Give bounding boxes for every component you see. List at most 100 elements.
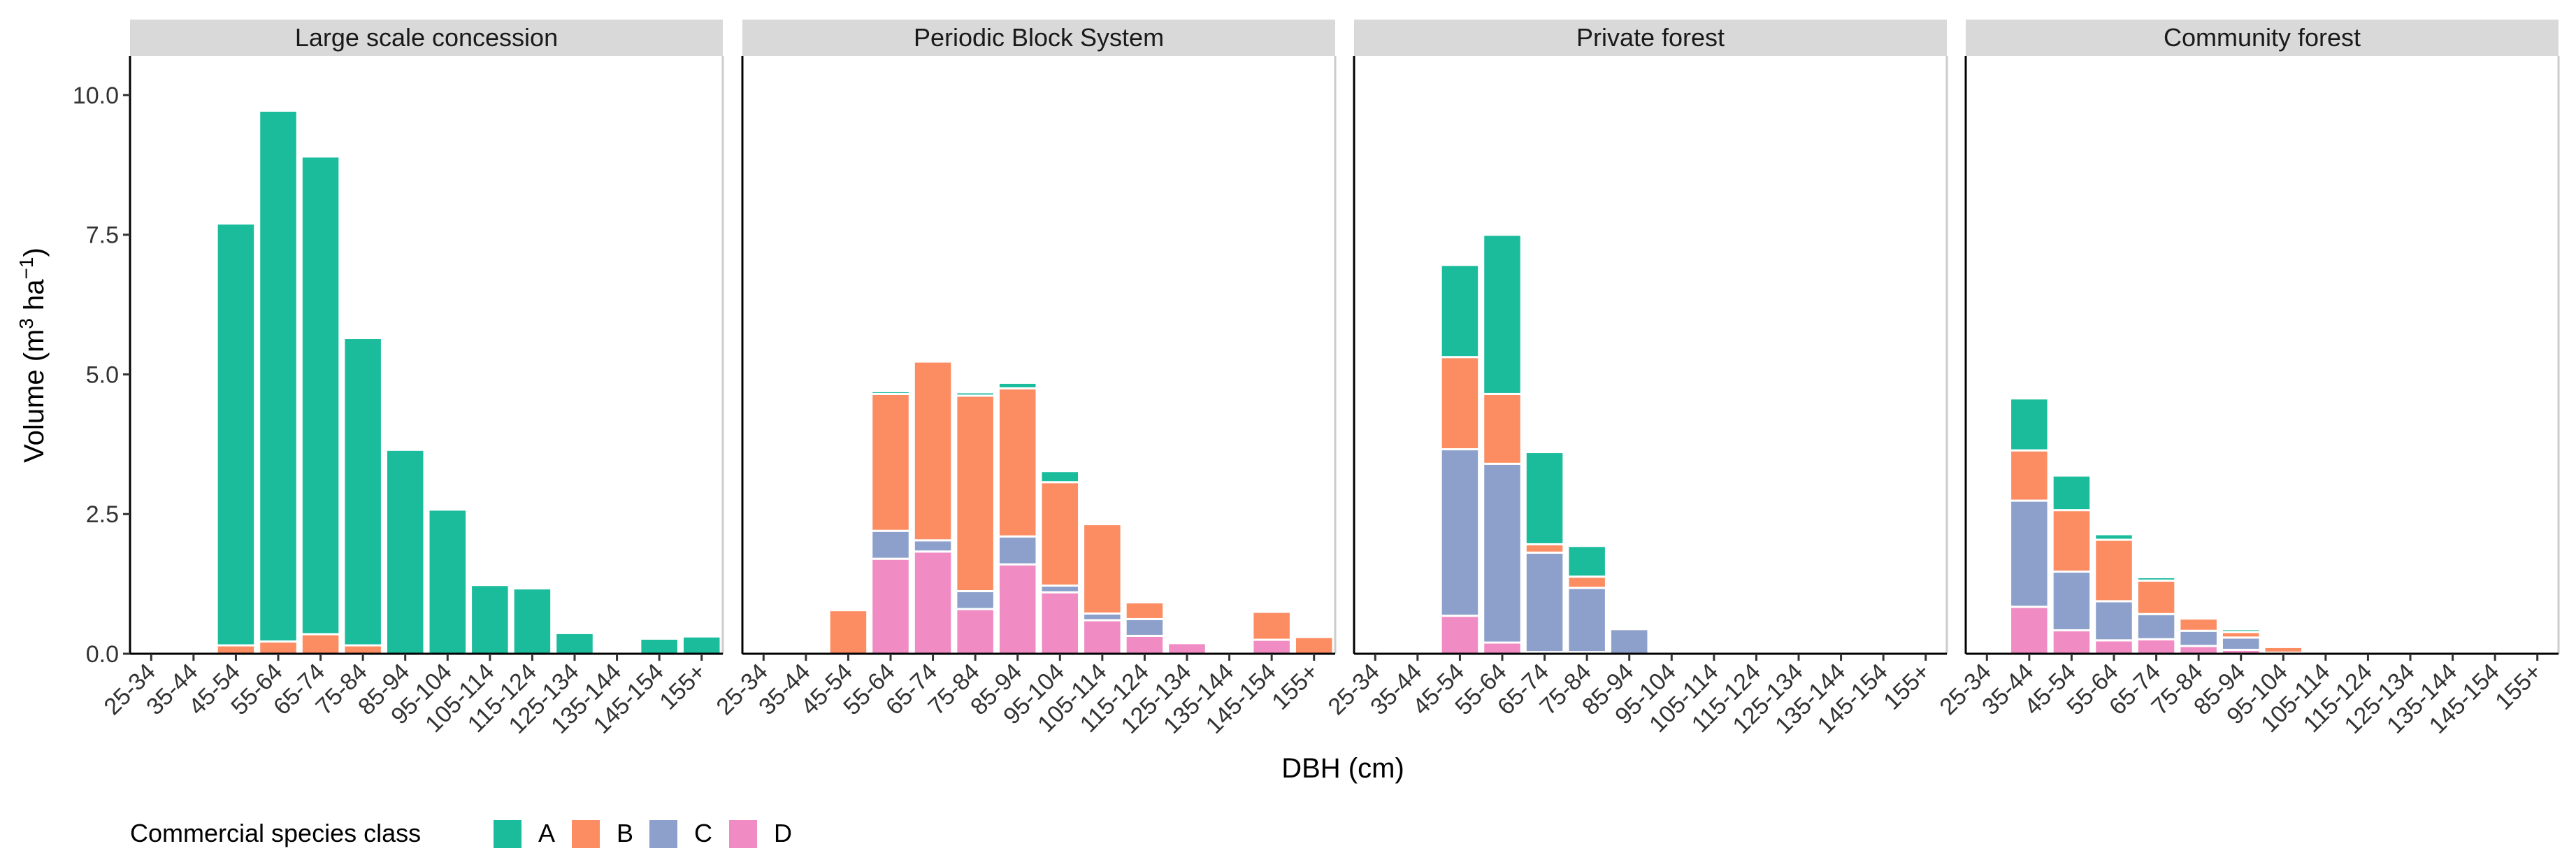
bar-A-95-104 [1039, 470, 1081, 484]
bar-A-85-94 [997, 381, 1038, 389]
bar-B-55-64 [258, 640, 298, 655]
bar-B-65-74 [912, 360, 954, 542]
panel-3: Private forest25-3435-4445-5455-6465-747… [1323, 20, 1948, 739]
bar-C-35-44 [2009, 499, 2050, 608]
bar-A-65-74 [2136, 576, 2177, 582]
bar-B-115-124 [1124, 601, 1165, 620]
bar-D-85-94 [997, 563, 1038, 655]
bar-A-115-124 [512, 587, 553, 655]
bar-B-75-84 [1567, 575, 1607, 589]
panel-title: Private forest [1576, 23, 1725, 52]
y-tick-label: 2.5 [86, 501, 119, 528]
bar-D-65-74 [2136, 638, 2177, 655]
panel-strip [1966, 20, 2559, 56]
bar-D-55-64 [870, 557, 911, 655]
y-axis-title-suffix: ) [19, 248, 50, 257]
legend-label-C: C [694, 819, 712, 847]
y-tick-label: 10.0 [73, 83, 119, 109]
legend-label-B: B [617, 819, 633, 847]
bar-D-95-104 [1039, 591, 1081, 655]
bar-B-105-114 [1082, 523, 1123, 615]
bar-C-55-64 [870, 529, 911, 560]
bar-C-45-54 [1439, 448, 1481, 617]
x-tick-label: 155+ [1878, 659, 1935, 715]
bar-A-145-154 [639, 637, 679, 655]
panel-2: Periodic Block System25-3435-4445-5455-6… [712, 20, 1337, 739]
bar-A-75-84 [1567, 545, 1607, 578]
bar-D-115-124 [1124, 634, 1165, 655]
bar-A-85-94 [2220, 628, 2261, 633]
bar-A-55-64 [258, 109, 298, 643]
panel-title: Periodic Block System [914, 23, 1164, 52]
bar-B-75-84 [343, 644, 383, 655]
bar-B-65-74 [1524, 543, 1565, 554]
y-axis-title: Volume (m3 ha−1) [15, 248, 50, 463]
y-axis-title-prefix: Volume (m [19, 329, 50, 463]
legend: Commercial species class A B C D [130, 819, 792, 848]
x-tick-label: 155+ [2490, 659, 2547, 715]
legend-label-A: A [538, 819, 555, 847]
bar-A-45-54 [2051, 474, 2092, 512]
panel-strip [1354, 20, 1947, 56]
bar-A-55-64 [870, 389, 911, 395]
bar-B-75-84 [2178, 617, 2219, 632]
bar-A-155+ [681, 635, 722, 655]
bars-group [1439, 234, 1650, 655]
bar-A-125-134 [554, 631, 595, 655]
bar-D-75-84 [2178, 645, 2219, 655]
panel-1: Large scale concession25-3435-4445-5455-… [99, 20, 724, 739]
panel-strip [742, 20, 1335, 56]
y-tick-label: 7.5 [86, 222, 119, 249]
bar-C-65-74 [2136, 612, 2177, 640]
bars-group [2009, 397, 2304, 655]
bar-C-65-74 [1524, 551, 1565, 654]
legend-swatch-D [729, 820, 757, 848]
bar-C-45-54 [2051, 571, 2092, 631]
y-tick-label: 0.0 [86, 641, 119, 668]
bar-D-145-154 [1251, 638, 1292, 655]
bar-B-145-154 [1251, 610, 1292, 641]
bar-D-75-84 [955, 608, 995, 655]
panel-title: Large scale concession [295, 23, 558, 52]
bar-B-95-104 [2263, 645, 2304, 654]
bar-A-65-74 [300, 155, 341, 636]
bar-B-35-44 [2009, 449, 2050, 502]
bar-D-105-114 [1082, 619, 1123, 655]
bar-A-105-114 [470, 584, 510, 655]
legend-swatch-C [649, 820, 677, 848]
bar-A-55-64 [2094, 533, 2134, 541]
y-axis: 0.0 2.5 5.0 7.5 10.0 [73, 83, 130, 668]
bar-B-85-94 [997, 387, 1038, 538]
x-tick-label: 155+ [1267, 659, 1323, 715]
bar-C-85-94 [997, 535, 1038, 566]
legend-swatch-A [494, 820, 521, 848]
panel-title: Community forest [2164, 23, 2361, 52]
bar-D-55-64 [1482, 641, 1523, 655]
bar-B-95-104 [1039, 481, 1081, 587]
bar-B-45-54 [1439, 356, 1481, 451]
bar-B-45-54 [2051, 509, 2092, 573]
bar-A-65-74 [1524, 451, 1565, 545]
bar-C-115-124 [1124, 617, 1165, 637]
bar-C-85-94 [2220, 636, 2261, 651]
bar-D-45-54 [1439, 615, 1481, 655]
x-axis-title: DBH (cm) [1281, 753, 1404, 784]
bar-C-55-64 [2094, 600, 2134, 642]
legend-label-D: D [774, 819, 792, 847]
bar-B-65-74 [300, 633, 341, 655]
bar-B-75-84 [955, 394, 995, 593]
legend-swatch-B [572, 820, 600, 848]
bar-A-45-54 [215, 222, 257, 647]
bar-A-85-94 [384, 448, 426, 655]
bar-A-75-84 [955, 391, 995, 397]
bar-D-125-134 [1167, 642, 1207, 655]
bar-B-55-64 [2094, 538, 2134, 603]
bar-D-35-44 [2009, 606, 2050, 655]
panel-strip [130, 20, 723, 56]
bar-B-55-64 [870, 392, 911, 532]
bar-A-55-64 [1482, 234, 1523, 395]
bar-C-75-84 [1567, 587, 1607, 654]
panel-4: Community forest25-3435-4445-5455-6465-7… [1935, 20, 2560, 739]
bar-A-95-104 [427, 508, 468, 655]
